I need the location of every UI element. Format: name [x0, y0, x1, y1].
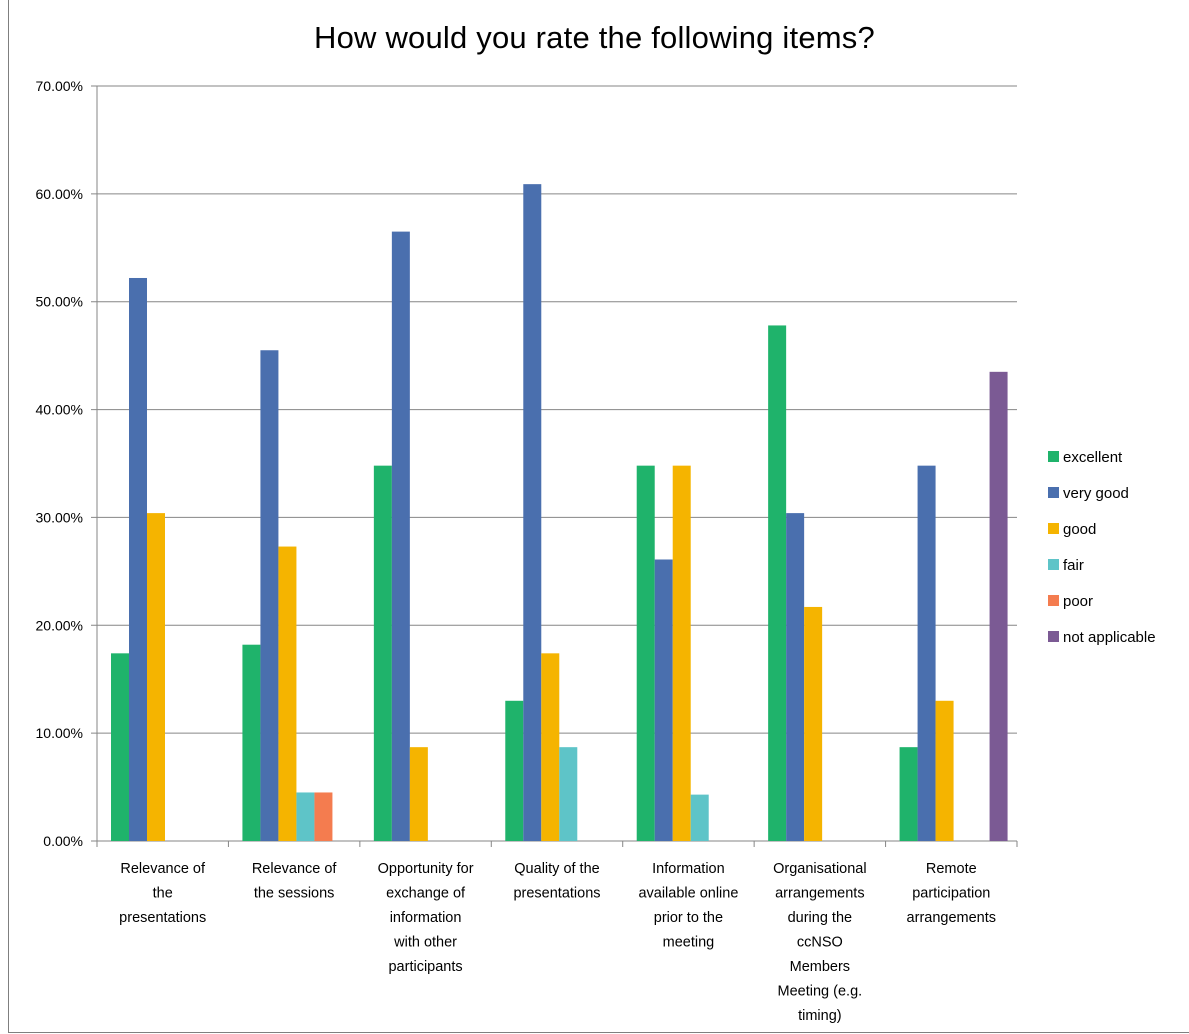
bar: [654, 559, 673, 841]
legend-label: fair: [1063, 557, 1084, 574]
y-tick-label: 60.00%: [36, 186, 83, 202]
legend-swatch: [1048, 631, 1059, 642]
bar: [523, 184, 542, 841]
bar: [935, 700, 954, 841]
chart-title: How would you rate the following items?: [314, 20, 875, 55]
legend-swatch: [1048, 523, 1059, 534]
y-tick-label: 30.00%: [36, 509, 83, 525]
bar: [672, 465, 691, 841]
bar: [391, 231, 410, 841]
legend-label: good: [1063, 521, 1096, 538]
bar: [260, 350, 279, 841]
bar: [989, 371, 1008, 841]
bar: [242, 644, 261, 841]
bar: [786, 513, 805, 841]
bar: [314, 792, 333, 841]
legend-label: not applicable: [1063, 629, 1156, 646]
x-tick-label: Remote participation arrangements: [907, 861, 996, 926]
x-tick-label: Relevance of the sessions: [252, 861, 338, 902]
x-tick-label: Quality of the presentations: [513, 861, 600, 902]
bar: [147, 513, 165, 841]
x-tick-label: Organisational arrangements during the ccNS…: [773, 861, 867, 1024]
bar: [541, 653, 560, 841]
bar: [899, 747, 918, 841]
bar: [690, 794, 709, 841]
x-tick-label: Information available online prior to the m…: [638, 861, 738, 951]
bar: [373, 465, 392, 841]
y-tick-label: 20.00%: [36, 617, 83, 633]
bar: [768, 325, 787, 841]
bar: [636, 465, 655, 841]
legend-swatch: [1048, 595, 1059, 606]
bar: [296, 792, 315, 841]
bar: [278, 546, 297, 841]
legend-label: poor: [1063, 593, 1093, 610]
bar: [111, 653, 129, 841]
legend-label: excellent: [1063, 449, 1123, 466]
y-tick-label: 0.00%: [43, 833, 83, 849]
bar: [559, 747, 578, 841]
bar: [409, 747, 428, 841]
legend-swatch: [1048, 487, 1059, 498]
x-tick-label: Opportunity for exchange of information wit…: [378, 861, 474, 975]
bar: [129, 277, 147, 841]
y-tick-label: 50.00%: [36, 294, 83, 310]
y-tick-label: 40.00%: [36, 402, 83, 418]
bar: [804, 606, 823, 841]
legend-swatch: [1048, 451, 1059, 462]
y-tick-label: 10.00%: [36, 725, 83, 741]
bar: [505, 700, 524, 841]
bar: [917, 465, 936, 841]
x-tick-label: Relevance of the presentations: [119, 861, 206, 926]
legend-label: very good: [1063, 485, 1129, 502]
legend-swatch: [1048, 559, 1059, 570]
y-tick-label: 70.00%: [36, 78, 83, 94]
chart-frame: [8, 0, 1189, 1033]
